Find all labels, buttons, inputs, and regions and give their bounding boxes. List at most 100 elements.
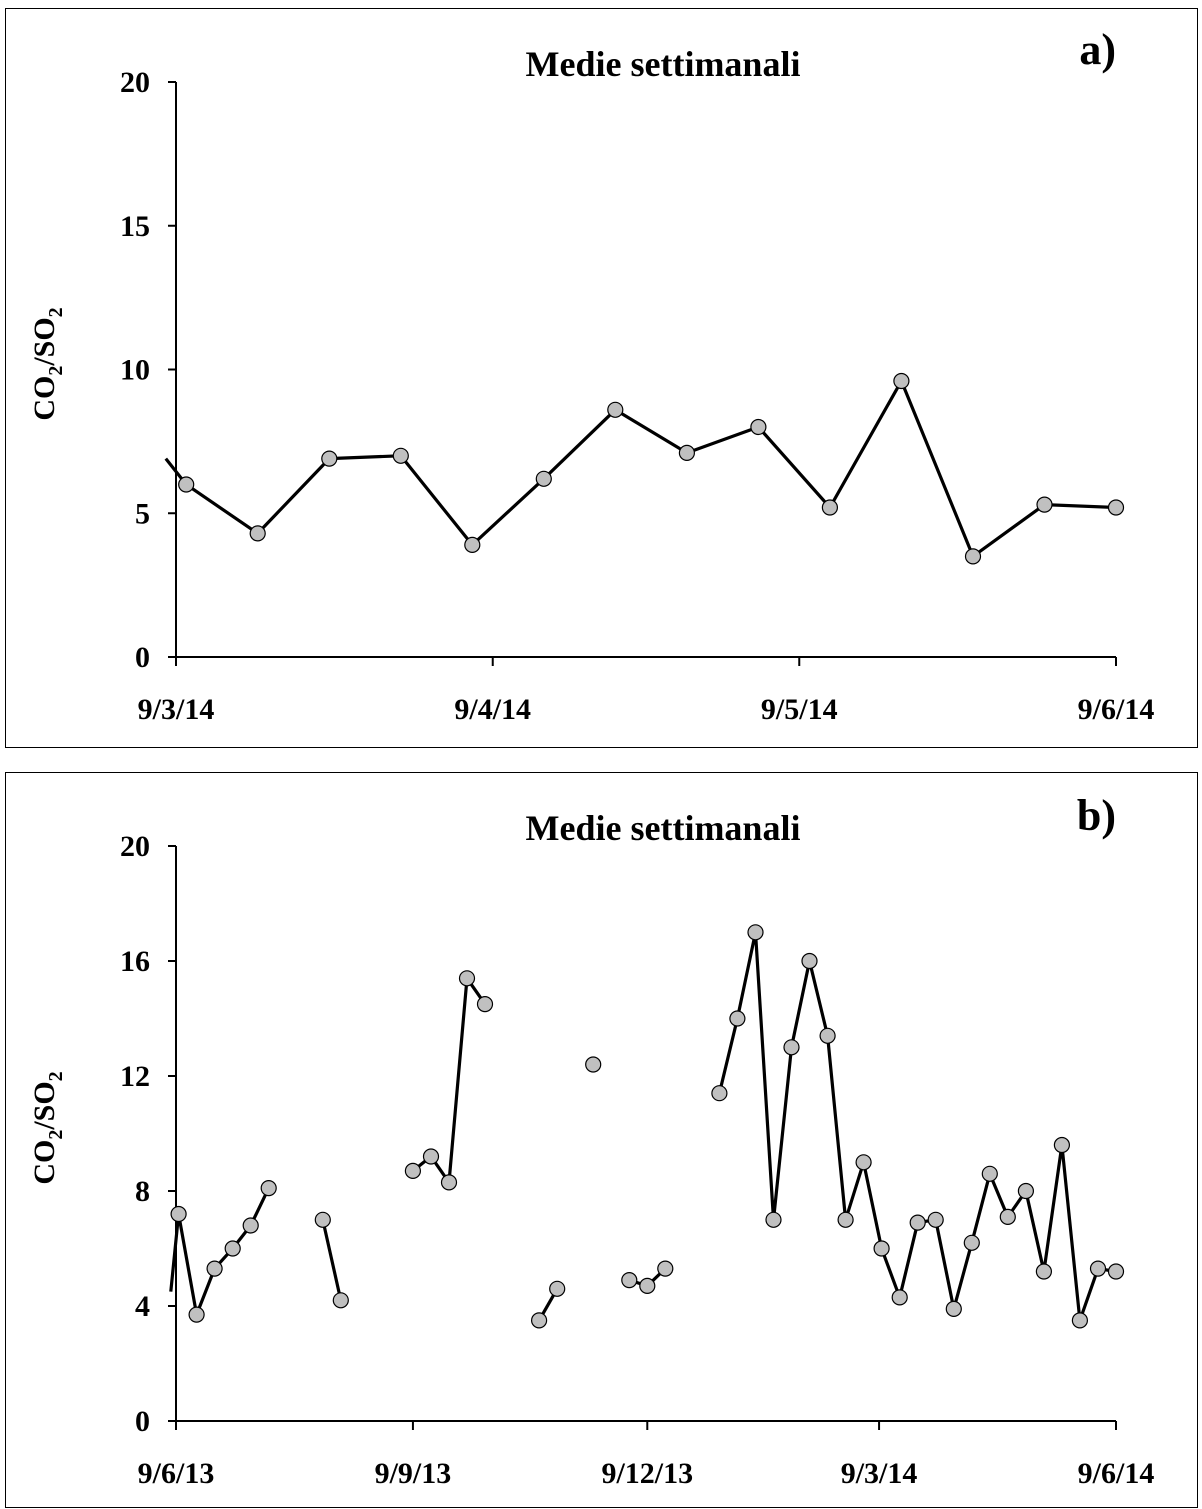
y-tick-label: 15	[120, 210, 150, 243]
data-point	[530, 1312, 548, 1329]
series-line	[717, 931, 1117, 1321]
y-axis-label-part: CO	[28, 1140, 61, 1185]
data-point	[585, 1056, 602, 1073]
data-point	[909, 1214, 926, 1231]
chart-title: Medie settimanali	[526, 808, 801, 848]
data-point	[750, 418, 767, 436]
data-point	[607, 401, 624, 418]
data-point	[224, 1240, 241, 1257]
series-line	[321, 1219, 343, 1301]
data-point	[458, 970, 476, 987]
data-point	[1017, 1182, 1035, 1200]
data-point	[404, 1162, 421, 1179]
data-point	[178, 476, 195, 493]
data-point	[206, 1260, 223, 1277]
y-axis-label: CO2/SO2	[28, 1071, 67, 1184]
x-tick-label: 9/5/14	[761, 693, 838, 726]
y-tick-label: 5	[135, 497, 150, 530]
data-point	[321, 450, 338, 467]
data-point	[1089, 1260, 1107, 1277]
data-point	[855, 1154, 872, 1171]
panel-label: a)	[1079, 25, 1116, 74]
data-point	[964, 548, 982, 565]
data-point	[464, 536, 481, 554]
series-line	[164, 377, 1117, 559]
y-tick-label: 16	[120, 945, 150, 978]
x-tick-label: 9/12/13	[601, 1457, 693, 1490]
x-tick-label: 9/3/14	[841, 1457, 918, 1490]
data-point	[621, 1272, 638, 1289]
data-point	[422, 1148, 440, 1165]
data-point	[873, 1240, 890, 1257]
data-point	[1053, 1136, 1071, 1154]
data-point	[819, 1027, 836, 1044]
data-point	[476, 996, 494, 1013]
x-tick-label: 9/9/13	[375, 1457, 452, 1490]
data-point	[440, 1174, 458, 1191]
x-tick-label: 9/6/14	[1078, 693, 1155, 726]
x-tick-label: 9/6/14	[1078, 1457, 1155, 1490]
y-axis-label: CO2/SO2	[28, 307, 67, 420]
data-point	[783, 1039, 800, 1056]
data-point	[639, 1277, 656, 1295]
y-axis-label-part: /SO	[28, 317, 61, 366]
data-point	[893, 372, 910, 390]
x-tick-label: 9/3/14	[138, 693, 215, 726]
data-point	[249, 525, 266, 542]
data-point	[927, 1211, 944, 1228]
y-tick-label: 0	[135, 641, 150, 674]
y-axis-label-part: 2	[45, 366, 67, 376]
data-point	[314, 1211, 331, 1228]
data-point	[837, 1211, 854, 1228]
chart-b-svg: 0 4 8 12 16 20 9/6/13 9/9/13 9/12/13 9/3/14 9/6/14…	[28, 791, 1155, 1490]
data-point	[981, 1165, 998, 1182]
y-axis-label-part: 2	[45, 1130, 67, 1140]
panel-label: b)	[1077, 791, 1116, 840]
series-line	[169, 1187, 271, 1321]
data-point	[549, 1280, 566, 1297]
data-point	[711, 1085, 728, 1102]
data-point	[1036, 496, 1053, 513]
x-tick-label: 9/4/14	[454, 693, 531, 726]
y-tick-label: 12	[120, 1060, 150, 1093]
data-point	[1035, 1263, 1053, 1280]
data-point	[747, 924, 764, 941]
data-point	[392, 447, 409, 464]
series-group	[169, 931, 1117, 1322]
data-point	[945, 1300, 962, 1318]
y-tick-label: 20	[120, 830, 150, 863]
y-tick-label: 0	[135, 1405, 150, 1438]
y-tick-label: 20	[120, 66, 150, 99]
data-point	[332, 1292, 349, 1309]
x-tick-label: 9/6/13	[138, 1457, 215, 1490]
data-point	[963, 1234, 980, 1251]
data-point	[678, 444, 696, 461]
data-point	[891, 1289, 908, 1306]
series-line	[411, 973, 487, 1187]
data-point	[999, 1208, 1016, 1225]
data-point	[242, 1217, 259, 1234]
data-point	[765, 1211, 782, 1228]
y-axis-label-part: 2	[45, 1071, 67, 1081]
data-point	[801, 952, 818, 970]
y-tick-label: 10	[120, 354, 150, 387]
y-tick-label: 4	[135, 1290, 150, 1323]
data-point	[821, 499, 839, 516]
data-point	[1107, 499, 1125, 516]
y-axis-label-part: /SO	[28, 1081, 61, 1130]
data-point	[260, 1180, 277, 1197]
data-point	[729, 1010, 746, 1027]
y-axis-label-part: 2	[45, 307, 67, 317]
chart-title: Medie settimanali	[526, 44, 801, 84]
data-point	[188, 1306, 205, 1323]
data-point	[170, 1205, 187, 1223]
y-axis-label-part: CO	[28, 376, 61, 421]
series-group	[164, 377, 1117, 559]
y-tick-label: 8	[135, 1175, 150, 1208]
chart-panel-b: 0 4 8 12 16 20 9/6/13 9/9/13 9/12/13 9/3/14 9/6/14…	[5, 772, 1198, 1508]
data-point	[657, 1260, 674, 1277]
chart-a-svg: 0 5 10 15 20 9/3/14 9/4/14 9/5/14 9/6/14 Medie se…	[28, 25, 1155, 726]
chart-panel-a: 0 5 10 15 20 9/3/14 9/4/14 9/5/14 9/6/14 Medie se…	[5, 8, 1198, 748]
data-point	[1107, 1263, 1125, 1280]
data-point	[1071, 1312, 1089, 1329]
